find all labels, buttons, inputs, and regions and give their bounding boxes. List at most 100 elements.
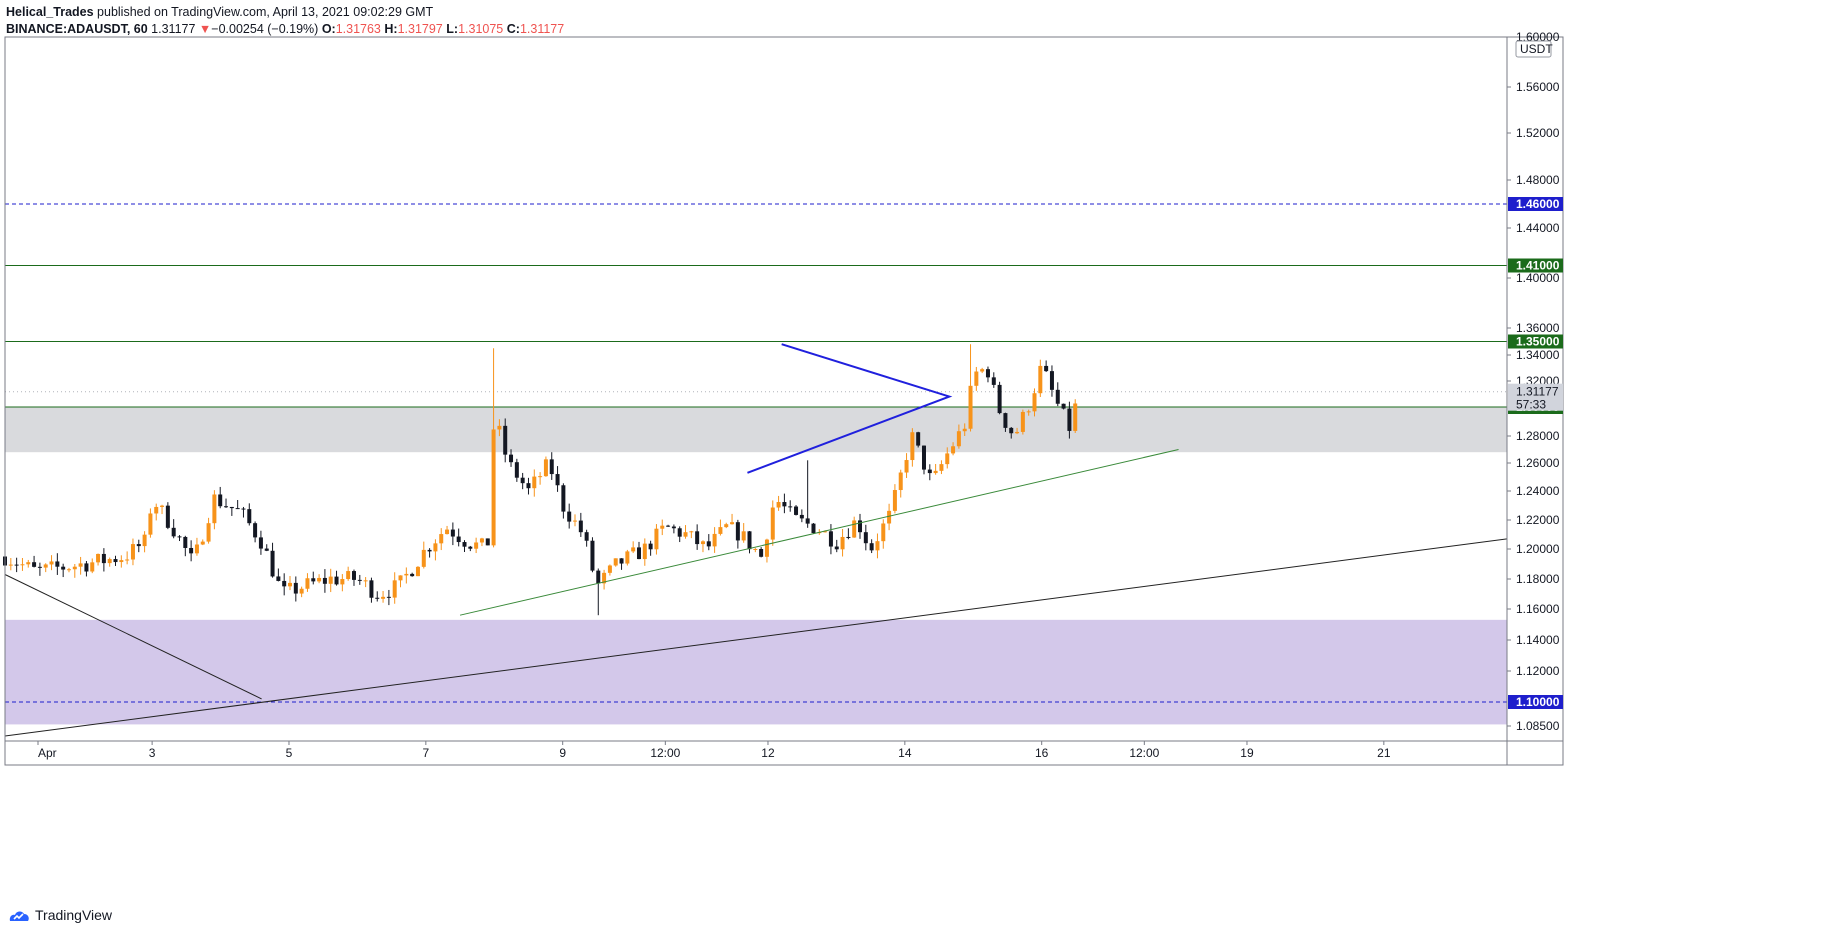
candle-body [823,531,828,533]
candle-body [625,551,630,564]
candle-body [293,582,298,594]
candle-body [142,534,147,547]
candle-body [130,544,135,560]
level-price-label: 1.46000 [1516,197,1560,211]
candle-body [26,562,31,565]
candle-body [968,385,973,429]
candle-body [887,510,892,524]
candle-body [951,446,956,454]
candle-body [514,462,519,478]
candle-body [555,474,560,486]
candle-body [1038,365,1043,394]
candle-body [945,453,950,465]
currency-label: USDT [1520,42,1553,56]
candle-body [386,596,391,598]
candle-body [509,454,514,463]
candle-body [584,532,589,541]
trendlines-layer [4,343,1508,737]
candle-body [363,580,368,582]
close-label: C: [506,22,520,36]
candle-body [346,571,351,579]
candle-body [782,502,787,507]
candle-body [805,518,810,524]
candle-body [189,547,194,554]
trendline [4,538,1508,737]
candle-body [229,506,234,509]
y-tick-label: 1.40000 [1516,271,1560,285]
symbol-label[interactable]: BINANCE:ADAUSDT, 60 [6,22,148,36]
candle-body [322,577,327,584]
author-name[interactable]: Helical_Trades [6,5,94,19]
candle-body [136,544,141,547]
candle-body [415,566,420,577]
last-price-label: 1.31177 [1516,385,1559,399]
candle-body [340,579,345,585]
low-value: 1.31075 [458,22,504,36]
trendline [4,574,262,700]
candle-body [811,523,816,534]
candle-body [788,506,793,508]
candle-body [1061,403,1066,409]
candle-body [410,573,415,577]
high-value: 1.31797 [397,22,443,36]
candle-body [258,537,263,549]
price-axis[interactable]: 1.600001.560001.520001.480001.440001.400… [1507,30,1560,733]
candle-body [910,432,915,461]
candle-body [573,520,578,522]
candle-body [724,524,729,528]
candle-body [933,470,938,474]
candle-body [404,573,409,576]
candle-body [224,506,229,508]
candle-body [334,576,339,585]
candle-body [78,563,83,567]
candle-body [200,541,205,545]
candle-body [991,377,996,385]
x-tick-label: 19 [1240,746,1254,760]
candle-body [1044,365,1049,372]
candle-body [1026,411,1031,413]
candle-body [14,564,19,566]
published-text: published on TradingView.com, April 13, … [97,5,434,19]
candle-body [171,527,176,537]
candle-body [218,494,223,507]
candle-body [898,472,903,491]
candle-body [479,538,484,543]
candle-body [84,563,89,572]
levels-layer [5,203,1507,703]
x-tick-label: 3 [149,746,156,760]
candle-body [305,578,310,589]
candle-body [491,429,496,546]
candle-body [683,532,688,537]
candle-body [956,431,961,447]
level-price-tag [1508,334,1563,349]
level-price-label: 1.10000 [1516,695,1560,709]
candle-body [881,523,886,542]
candle-body [439,534,444,544]
candle-body [328,576,333,584]
x-tick-label: Apr [38,746,57,760]
candle-body [1015,431,1020,434]
candle-body [8,564,13,566]
y-tick-label: 1.48000 [1516,173,1560,187]
candle-body [602,572,607,584]
candle-body [125,559,130,561]
candle-body [735,522,740,541]
candle-body [49,561,54,565]
y-tick-label: 1.36000 [1516,321,1560,335]
candle-body [55,561,60,567]
candle-body [636,547,641,560]
candle-body [840,536,845,550]
down-arrow-icon: ▼ [198,22,212,36]
candle-body [107,559,112,564]
candle-body [561,485,566,512]
y-tick-label: 1.22000 [1516,513,1560,527]
x-tick-label: 12:00 [1129,746,1159,760]
candle-body [177,536,182,538]
tradingview-footer[interactable]: TradingView [8,907,112,923]
candle-body [381,596,386,599]
candle-body [654,528,659,550]
candle-body [532,476,537,489]
candle-body [770,507,775,540]
time-axis[interactable]: Apr 3 5 7 9 12:00 12 14 16 12:00 19 21 [37,741,1391,760]
